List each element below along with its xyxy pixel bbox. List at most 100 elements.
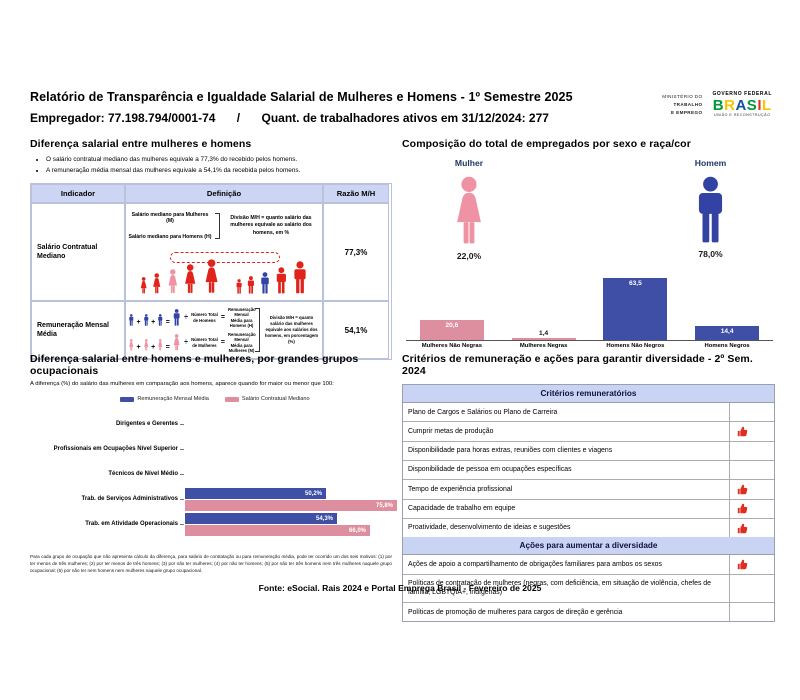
- criteria-status-cell: [730, 403, 774, 421]
- section-occupational: Diferença salarial entre homens e mulher…: [30, 353, 400, 574]
- criteria-label: Políticas de contratação de mulheres (ne…: [403, 574, 730, 603]
- bracket-shape: [255, 308, 260, 353]
- criteria-table: Critérios remuneratórios Plano de Cargos…: [402, 384, 775, 623]
- composition-plot: 20,6 1,4 63,5 14,4: [406, 273, 773, 341]
- man-icon: [294, 261, 306, 294]
- bar: 75,8%: [185, 500, 397, 511]
- criteria-row: Capacidade de trabalho em equipe: [403, 499, 774, 519]
- bar-group: 63,5: [603, 278, 668, 340]
- criteria-label: Disponibilidade para horas extras, reuni…: [403, 441, 730, 460]
- brasil-logo: GOVERNO FEDERAL BRASIL UNIÃO E RECONSTRU…: [712, 91, 772, 117]
- median-men-label: Salário mediano para Homens (H): [128, 234, 212, 241]
- axis-tick: [180, 474, 184, 475]
- chart-row: Dirigentes e Gerentes: [30, 412, 400, 437]
- definition-diagram: Salário mediano para Mulheres (M) Salári…: [126, 204, 322, 242]
- women-formula-icons: + + =: [128, 334, 181, 351]
- woman-icon: [158, 339, 163, 351]
- section-criteria: Critérios de remuneração e ações para ga…: [402, 353, 775, 623]
- employer-line: Empregador: 77.198.794/0001-74 / Quant. …: [30, 111, 573, 125]
- bar: 14,4: [695, 326, 760, 340]
- table-row-remuneracao-media: Remuneração Mensal Média + + = ÷ Número To…: [31, 301, 391, 360]
- median-women-label: Salário mediano para Mulheres (M): [131, 212, 209, 225]
- criteria-label: Disponibilidade de pessoa em ocupações e…: [403, 460, 730, 480]
- definition-note: Divisão M/H = quanto salário das mulhere…: [230, 215, 312, 236]
- composition-cats: Mulheres Não Negras Mulheres Negras Homens…: [406, 343, 773, 349]
- value-label: 1,4: [539, 330, 549, 337]
- indicator-table: Indicador Definição Razão M/H Salário Co…: [30, 183, 392, 361]
- criteria-label: Tempo de experiência profissional: [403, 480, 730, 499]
- category-label: Mulheres Não Negras: [421, 343, 482, 349]
- value-label: 75,8%: [375, 502, 393, 509]
- criteria-status-cell: [730, 500, 774, 518]
- section-composition: Composição do total de empregados por se…: [402, 138, 777, 349]
- indicator-table-header: Indicador Definição Razão M/H: [31, 184, 391, 204]
- woman-group: [139, 259, 221, 294]
- definition-note: Divisão M/H = quanto salário das mulhere…: [264, 315, 319, 345]
- people-pictogram: [126, 250, 322, 294]
- criteria-row: Ações de apoio a compartilhamento de obr…: [403, 555, 774, 575]
- dashed-connector: [170, 252, 280, 264]
- criteria-label: Ações de apoio a compartilhamento de obr…: [403, 555, 730, 574]
- category-label: Homens Não Negros: [606, 343, 665, 349]
- composition-title: Composição do total de empregados por se…: [402, 138, 691, 150]
- criteria-title: Critérios de remuneração e ações para ga…: [402, 353, 753, 377]
- divide-operator: ÷: [184, 339, 188, 347]
- legend-swatch: [224, 396, 239, 402]
- operator: +: [151, 344, 156, 352]
- table-row-salario-mediano: Salário Contratual Mediano Salário media…: [31, 203, 391, 302]
- ministry-logo-line3: E EMPREGO: [671, 109, 703, 115]
- criteria-row: Plano de Cargos e Salários ou Plano de C…: [403, 403, 774, 423]
- occupational-footnote: Para cada grupo de ocupação que não apre…: [30, 554, 392, 574]
- value-label: 20,6: [445, 322, 459, 329]
- category-label: Trab. de Serviços Administrativos: [81, 495, 178, 502]
- woman-icon: [143, 339, 148, 351]
- bar: 66,0%: [185, 525, 370, 536]
- axis-tick: [180, 524, 184, 525]
- chart-row: Técnicos de Nível Médio: [30, 462, 400, 487]
- ministry-logo-line1: MINISTÉRIO DO: [662, 94, 703, 100]
- operator: +: [136, 319, 141, 327]
- criteria-rows-1: Plano de Cargos e Salários ou Plano de C…: [403, 403, 774, 538]
- header-text: Relatório de Transparência e Igualdade S…: [30, 90, 573, 125]
- man-icon: [276, 267, 286, 294]
- value-label: 54,3%: [315, 515, 333, 522]
- header-definicao: Definição: [125, 184, 323, 204]
- chart-legend: Remuneração Mensal Média Salário Contratu…: [30, 396, 400, 402]
- thumbs-up-icon: [737, 426, 748, 437]
- ratio-value-median: 77,3%: [323, 203, 389, 302]
- equals-operator: =: [220, 339, 226, 347]
- criteria-status-cell: [730, 422, 774, 440]
- thumbs-up-icon: [737, 559, 748, 570]
- men-result-label: Remuneração Mensal Média para Homens (H): [228, 307, 256, 328]
- header-razao: Razão M/H: [323, 184, 389, 204]
- bullet-item: O salário contratual mediano das mulhere…: [46, 155, 392, 166]
- female-percentage: 22,0%: [456, 251, 482, 261]
- criteria-status-cell: [730, 461, 774, 479]
- criteria-label: Proatividade, desenvolvimento de ideias …: [403, 518, 730, 538]
- men-divisor-label: Número Total de Homens: [191, 312, 218, 323]
- chart-row: Trab. em Atividade Operacionais 54,3% 66,0…: [30, 512, 400, 537]
- category-label: Trab. em Atividade Operacionais: [85, 520, 178, 527]
- woman-icon: [457, 176, 481, 244]
- women-result-label: Remuneração Mensal Média para Mulheres (…: [228, 332, 256, 353]
- legend-swatch: [120, 396, 135, 402]
- definition-cell: Salário mediano para Mulheres (M) Salári…: [125, 203, 323, 302]
- man-group: [235, 261, 310, 294]
- header-indicador: Indicador: [31, 184, 125, 204]
- criteria-rows-2: Ações de apoio a compartilhamento de obr…: [403, 555, 774, 622]
- ministry-logo-line2: TRABALHO: [673, 101, 703, 107]
- woman-icon: [185, 264, 196, 294]
- criteria-row: Tempo de experiência profissional: [403, 480, 774, 500]
- salary-gap-title: Diferença salarial entre mulheres e home…: [30, 138, 252, 150]
- female-label: Mulher: [454, 158, 484, 168]
- legend-label: Remuneração Mensal Média: [137, 396, 209, 402]
- bar-group: 20,6: [419, 320, 484, 340]
- operator: +: [136, 344, 141, 352]
- male-label: Homem: [694, 158, 727, 168]
- axis-tick: [180, 424, 184, 425]
- bar: 50,2%: [185, 488, 326, 499]
- average-formulas: + + = ÷ Número Total de Homens = Remuneraç…: [126, 302, 322, 358]
- gov-logo-bottom: UNIÃO E RECONSTRUÇÃO: [714, 112, 771, 117]
- bullet-item: A remuneração média mensal das mulheres …: [46, 166, 392, 177]
